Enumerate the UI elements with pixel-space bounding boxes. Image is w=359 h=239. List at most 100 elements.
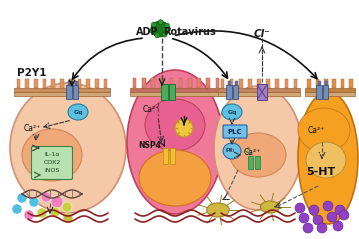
Bar	[188, 78, 192, 88]
Ellipse shape	[306, 142, 346, 178]
Bar	[130, 92, 222, 96]
Bar	[179, 78, 182, 88]
Ellipse shape	[323, 201, 333, 211]
Bar	[69, 79, 73, 88]
Bar	[275, 79, 279, 88]
Ellipse shape	[150, 28, 155, 33]
Bar	[60, 79, 64, 88]
Bar	[294, 79, 297, 88]
Bar	[305, 92, 355, 96]
Bar	[236, 81, 237, 85]
Text: IP₃: IP₃	[229, 148, 235, 153]
Bar	[257, 79, 261, 88]
Bar	[142, 78, 146, 88]
Bar	[169, 78, 173, 88]
Bar	[322, 85, 328, 99]
Ellipse shape	[63, 213, 73, 223]
Bar	[221, 79, 224, 88]
Ellipse shape	[145, 99, 205, 151]
Bar	[230, 79, 233, 88]
Text: PLC: PLC	[228, 129, 242, 135]
Ellipse shape	[24, 210, 34, 220]
Bar	[133, 78, 136, 88]
Bar	[151, 78, 155, 88]
Ellipse shape	[298, 92, 358, 224]
Ellipse shape	[317, 223, 327, 233]
Ellipse shape	[230, 133, 286, 177]
Ellipse shape	[165, 27, 171, 32]
Ellipse shape	[68, 104, 88, 120]
Bar	[69, 81, 70, 85]
Ellipse shape	[50, 207, 60, 217]
Bar	[341, 79, 344, 88]
Bar	[349, 79, 353, 88]
Bar	[161, 84, 168, 100]
Text: P2Y1: P2Y1	[17, 68, 47, 78]
Ellipse shape	[175, 119, 193, 137]
Text: 5-HT: 5-HT	[306, 167, 335, 177]
Text: Ca²⁺: Ca²⁺	[143, 105, 160, 114]
Bar	[257, 84, 267, 100]
Bar	[305, 88, 355, 92]
Bar	[14, 88, 110, 92]
Bar	[87, 79, 90, 88]
Bar	[229, 81, 230, 85]
Ellipse shape	[327, 212, 337, 222]
Bar	[255, 156, 260, 169]
Ellipse shape	[309, 205, 319, 215]
Bar	[320, 81, 321, 85]
Bar	[266, 79, 270, 88]
Ellipse shape	[155, 33, 160, 38]
Bar	[34, 79, 38, 88]
Bar	[14, 92, 110, 96]
Bar	[230, 81, 231, 85]
Bar	[75, 81, 76, 85]
Ellipse shape	[214, 86, 302, 210]
Bar	[197, 78, 201, 88]
Bar	[95, 79, 99, 88]
FancyBboxPatch shape	[32, 147, 73, 179]
Bar	[239, 79, 243, 88]
Bar	[327, 81, 328, 85]
FancyBboxPatch shape	[223, 125, 247, 138]
Bar	[325, 81, 326, 85]
Ellipse shape	[222, 104, 242, 120]
Text: iNOS: iNOS	[44, 168, 60, 174]
Bar	[332, 79, 336, 88]
Bar	[218, 92, 300, 96]
Bar	[248, 79, 252, 88]
Ellipse shape	[333, 221, 343, 231]
Text: Ca²⁺: Ca²⁺	[308, 126, 325, 135]
Ellipse shape	[41, 192, 51, 202]
Bar	[51, 79, 55, 88]
Text: Rotavirus: Rotavirus	[163, 27, 216, 37]
Ellipse shape	[158, 20, 163, 25]
Bar	[319, 81, 320, 85]
Ellipse shape	[10, 83, 126, 213]
Text: NSP4: NSP4	[138, 141, 161, 150]
Bar	[233, 85, 238, 99]
Ellipse shape	[313, 215, 323, 225]
Bar	[216, 78, 219, 88]
Bar	[73, 85, 78, 99]
Bar	[234, 81, 236, 85]
Ellipse shape	[29, 197, 39, 207]
Text: Ca²⁺: Ca²⁺	[244, 148, 261, 157]
Ellipse shape	[151, 21, 169, 37]
Ellipse shape	[37, 208, 47, 218]
Text: Ca²⁺: Ca²⁺	[24, 124, 41, 133]
Ellipse shape	[162, 32, 167, 37]
Ellipse shape	[151, 22, 157, 27]
Bar	[25, 79, 29, 88]
Text: IL-1α: IL-1α	[44, 152, 60, 158]
Bar	[17, 79, 20, 88]
Bar	[170, 148, 175, 164]
Bar	[316, 79, 319, 88]
Ellipse shape	[260, 201, 280, 213]
Bar	[160, 78, 164, 88]
Ellipse shape	[17, 193, 27, 203]
Bar	[206, 78, 210, 88]
Ellipse shape	[62, 202, 72, 212]
Ellipse shape	[22, 129, 82, 181]
Bar	[226, 85, 232, 99]
